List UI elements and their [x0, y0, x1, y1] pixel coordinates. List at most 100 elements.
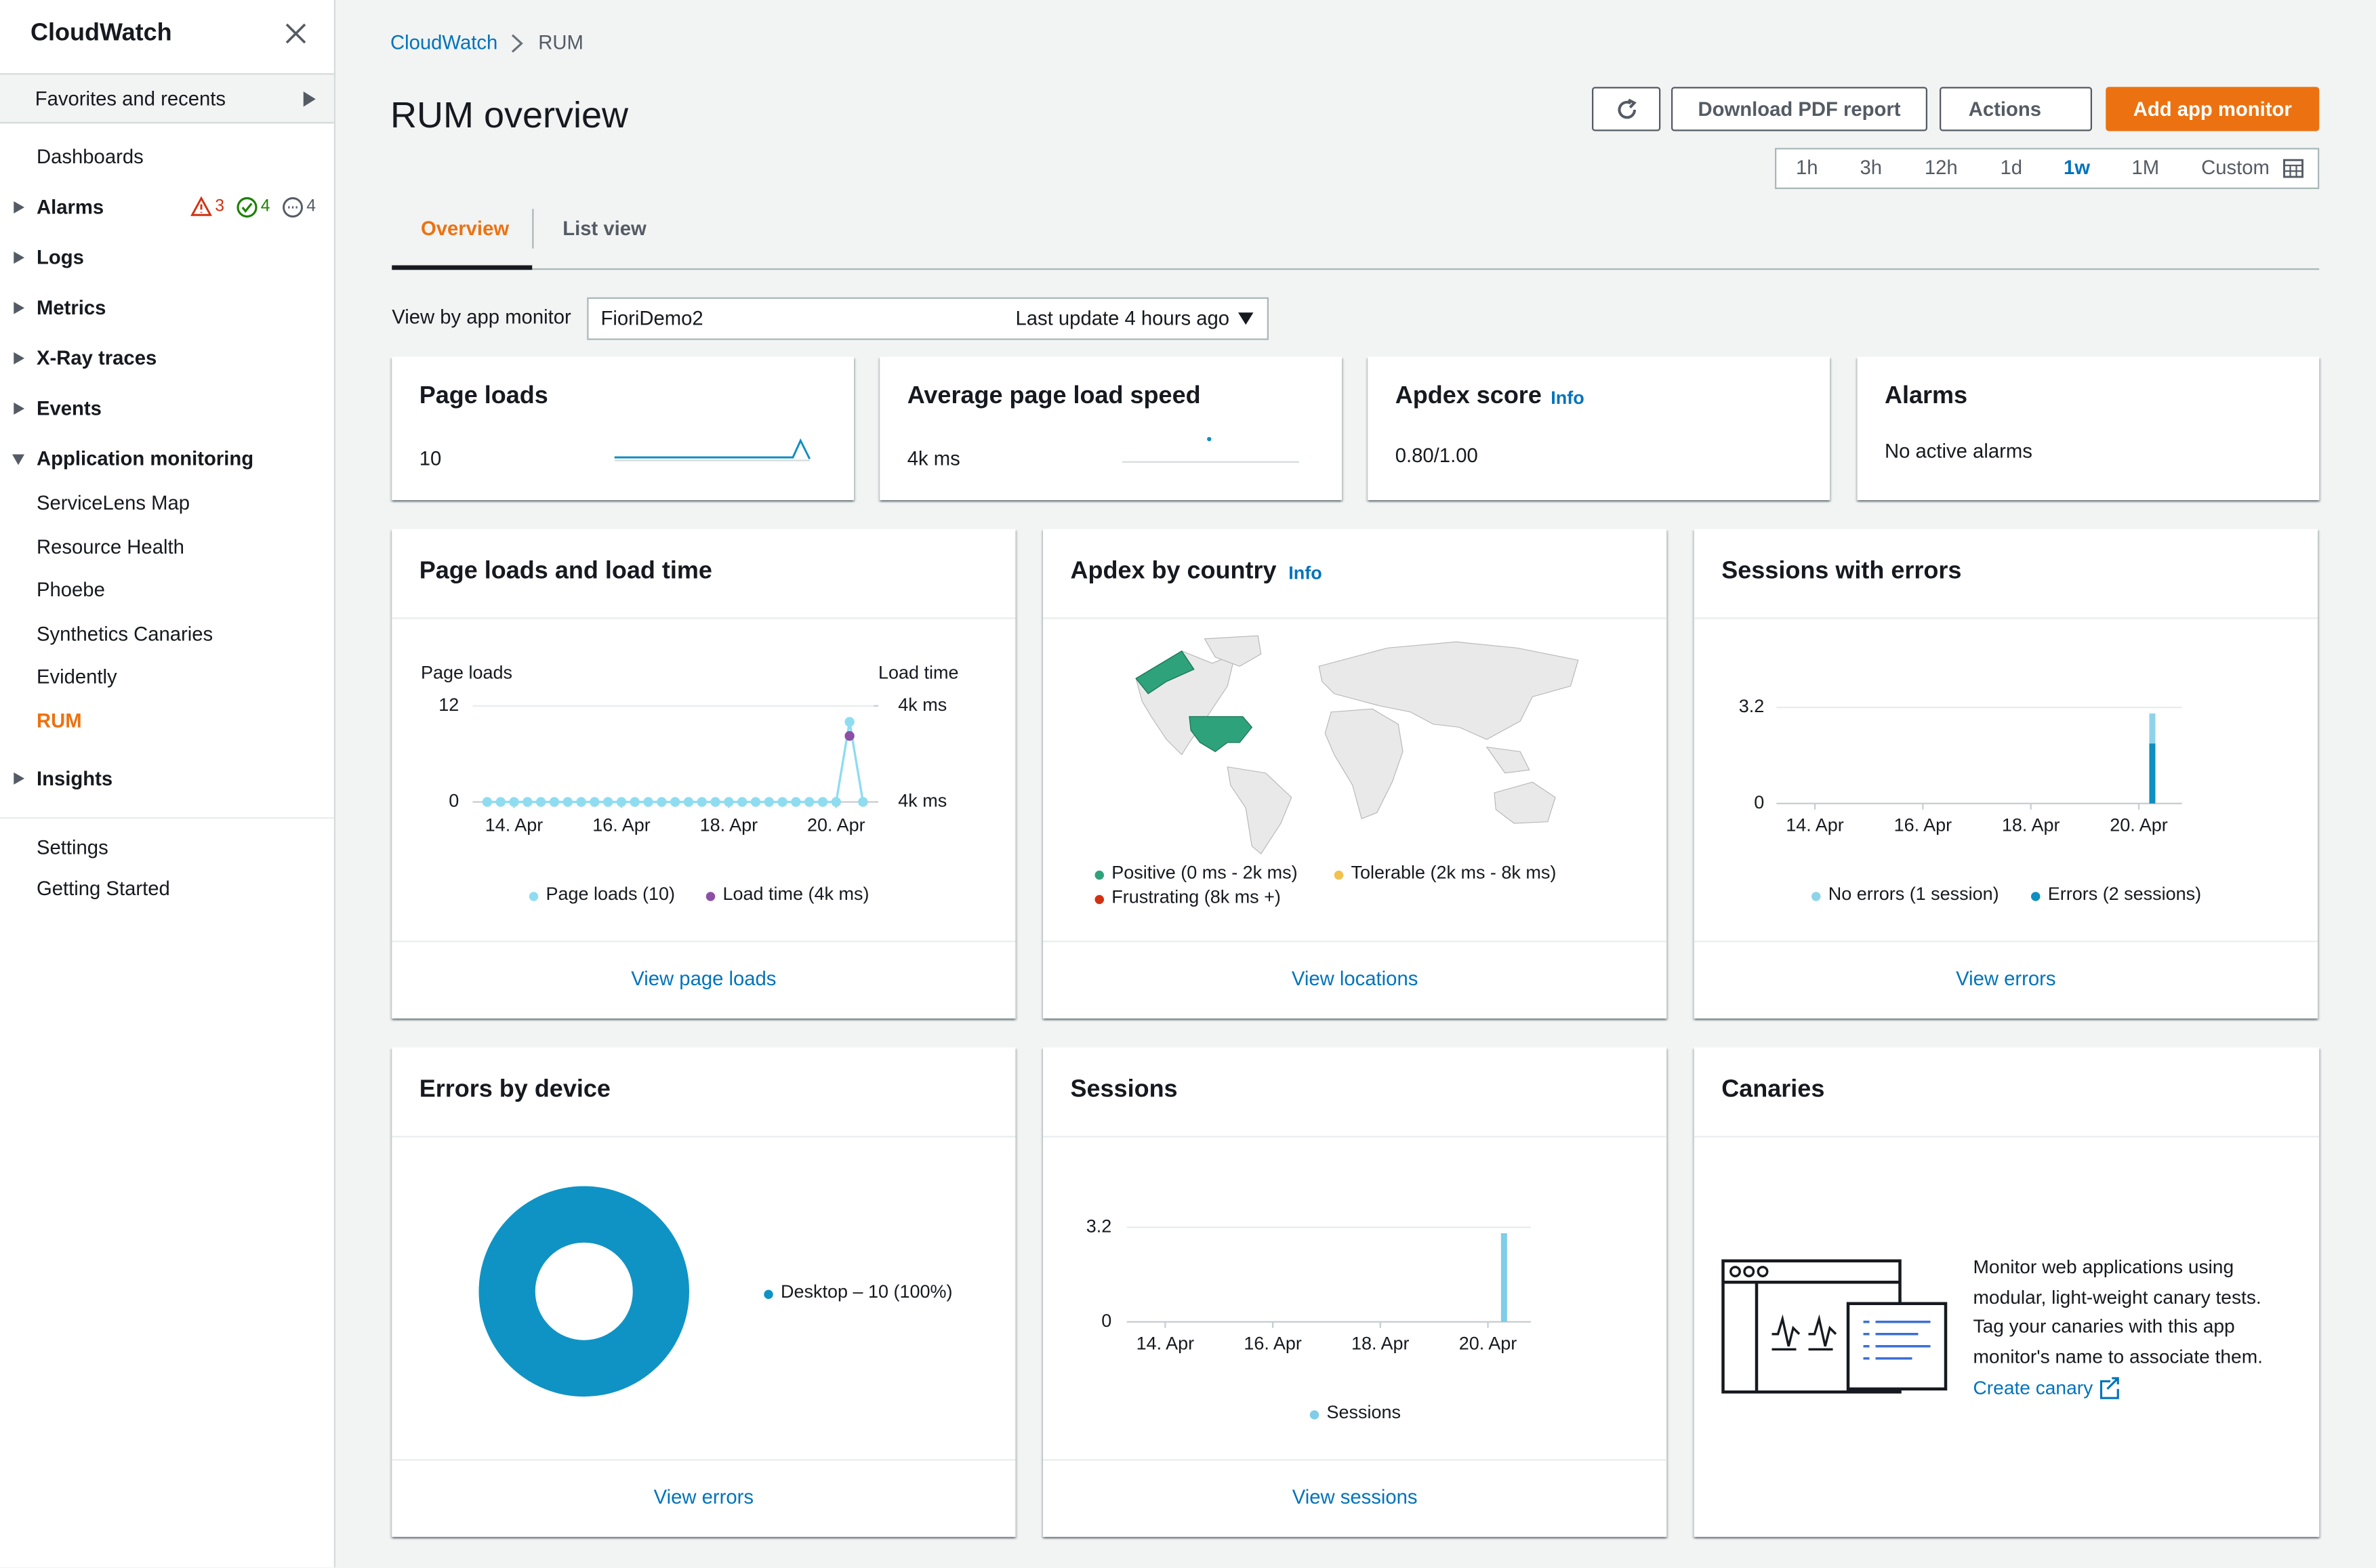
australia	[1494, 781, 1556, 824]
nav-subitem[interactable]: Evidently	[37, 665, 117, 689]
widget-footer-line	[1043, 1459, 1667, 1461]
summary-card	[392, 356, 854, 500]
last-update: Last update 4 hours ago	[1015, 306, 1230, 330]
widget-footer-link[interactable]: View sessions	[1292, 1485, 1418, 1508]
header-button[interactable]: Download PDF report	[1671, 87, 1927, 131]
widget-card	[1043, 1047, 1667, 1537]
eurasia	[1318, 641, 1579, 740]
breadcrumb-link[interactable]: CloudWatch	[390, 30, 498, 54]
nav-item[interactable]: Metrics	[37, 295, 106, 319]
sidebar-divider	[0, 817, 334, 819]
time-range-option[interactable]: 1w	[2063, 155, 2091, 179]
widget-title: Page loads and load time	[419, 558, 712, 585]
nav-subitem[interactable]: Synthetics Canaries	[37, 622, 213, 645]
alarm-count: 4	[260, 197, 270, 216]
time-range-option[interactable]: Custom	[2201, 155, 2270, 179]
tab-divider	[532, 209, 534, 249]
summary-title: Average page load speed	[907, 383, 1201, 409]
widget-footer-link[interactable]: View page loads	[631, 966, 777, 990]
summary-card	[880, 356, 1342, 500]
calendar-icon[interactable]	[2282, 159, 2304, 178]
world-map	[1135, 635, 1579, 854]
widget-header-line	[392, 1136, 1016, 1138]
nav-subitem[interactable]: Phoebe	[37, 578, 105, 602]
alarm-count: 3	[215, 197, 225, 216]
widget-header-line	[392, 617, 1016, 619]
monitor-select[interactable]	[587, 297, 1269, 340]
nav-item[interactable]: Logs	[37, 245, 84, 269]
sidebar-title: CloudWatch	[30, 20, 172, 47]
summary-title: Alarms	[1885, 383, 1968, 409]
widget-footer-line	[392, 1459, 1016, 1461]
widget-title: Apdex by country	[1070, 558, 1277, 585]
widget-footer-link[interactable]: View errors	[1956, 966, 2056, 990]
nav-subitem[interactable]: Resource Health	[37, 535, 184, 558]
widget-footer-link[interactable]: View errors	[653, 1485, 754, 1508]
nav-footer-item[interactable]: Getting Started	[37, 877, 170, 900]
summary-title: Page loads	[419, 383, 548, 409]
tabs-baseline	[392, 268, 2320, 270]
page-title: RUM overview	[390, 95, 629, 137]
widget-header-line	[1694, 617, 2318, 619]
refresh-button[interactable]	[1592, 87, 1661, 131]
nav-subitem[interactable]: ServiceLens Map	[37, 491, 190, 514]
widget-footer-link[interactable]: View locations	[1291, 966, 1418, 990]
nav-footer-item[interactable]: Settings	[37, 835, 108, 859]
filter-label: View by app monitor	[392, 305, 571, 329]
nav-item[interactable]: X-Ray traces	[37, 346, 157, 369]
southeast-asia	[1486, 746, 1530, 774]
widget-title: Canaries	[1721, 1077, 1825, 1103]
alarm-count: 4	[306, 197, 316, 216]
summary-card	[1368, 356, 1830, 500]
favorites-label: Favorites and recents	[35, 87, 226, 110]
favorites-band	[0, 73, 334, 124]
header-button[interactable]: Actions	[1940, 87, 2092, 131]
greenland	[1204, 635, 1262, 667]
nav-item[interactable]: Dashboards	[37, 145, 144, 168]
summary-value: 0.80/1.00	[1395, 444, 1478, 467]
nav-item[interactable]: Events	[37, 396, 102, 420]
header-button[interactable]: Add app monitor	[2106, 87, 2320, 131]
info-link[interactable]: Info	[1288, 562, 1322, 584]
widget-title: Sessions	[1070, 1077, 1178, 1103]
tab-active-underline	[392, 265, 533, 270]
usa-highlight	[1189, 716, 1253, 753]
widget-card	[392, 1047, 1016, 1537]
nav-item[interactable]: Application monitoring	[37, 447, 254, 470]
tab[interactable]: Overview	[421, 216, 510, 240]
summary-card	[1857, 356, 2320, 500]
widget-card	[1694, 529, 2318, 1018]
summary-value: No active alarms	[1885, 439, 2032, 463]
time-range-option[interactable]: 1h	[1795, 155, 1818, 179]
nav-item[interactable]: Insights	[37, 766, 113, 790]
canaries-description: Monitor web applications using modular, …	[1973, 1256, 2263, 1368]
refresh-icon	[1617, 98, 1636, 119]
time-range-option[interactable]: 12h	[1924, 155, 1958, 179]
widget-title: Sessions with errors	[1721, 558, 1962, 585]
widget-footer-line	[1043, 941, 1667, 943]
time-range-group	[1775, 148, 2320, 189]
select-caret	[1238, 312, 1254, 325]
tab[interactable]: List view	[562, 216, 647, 240]
create-canary-link[interactable]: Create canary	[1973, 1377, 2093, 1399]
widget-footer-line	[1694, 941, 2318, 943]
widget-footer-line	[392, 941, 1016, 943]
time-range-option[interactable]: 1M	[2131, 155, 2160, 179]
sidebar	[0, 0, 335, 1568]
alaska-canada-highlight	[1135, 650, 1195, 695]
africa	[1324, 708, 1404, 820]
nav-item[interactable]: Alarms	[37, 195, 104, 219]
widget-header-line	[1043, 617, 1667, 619]
close-icon[interactable]	[285, 23, 307, 45]
time-range-option[interactable]: 3h	[1860, 155, 1883, 179]
nav-subitem[interactable]: RUM	[37, 709, 82, 733]
widget-card	[392, 529, 1016, 1018]
widget-header-line	[1043, 1136, 1667, 1138]
favorites-caret[interactable]	[302, 90, 318, 108]
time-range-option[interactable]: 1d	[2000, 155, 2023, 179]
summary-value: 4k ms	[907, 447, 960, 470]
info-link[interactable]: Info	[1551, 387, 1584, 409]
monitor-name: FioriDemo2	[600, 306, 703, 330]
